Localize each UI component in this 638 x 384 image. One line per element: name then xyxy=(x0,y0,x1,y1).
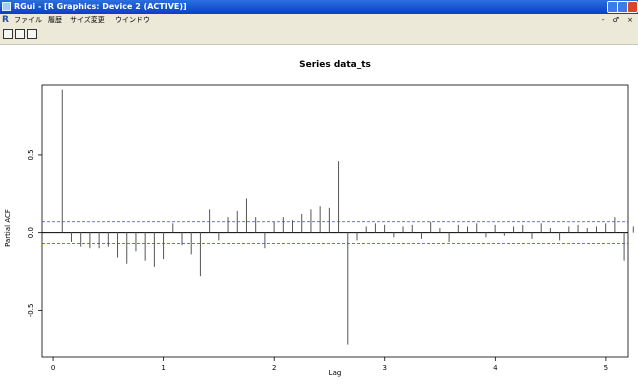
r-app-icon xyxy=(2,2,11,11)
x-tick-label: 0 xyxy=(51,364,55,372)
menu-file[interactable]: ファイル xyxy=(14,16,42,24)
y-axis-label: Partial ACF xyxy=(4,209,12,247)
menu-bar: R ファイル 履歴 サイズ変更 ウインドウ - ♂ × xyxy=(0,14,638,26)
x-tick-label: 3 xyxy=(383,364,387,372)
menu-window[interactable]: ウインドウ xyxy=(115,16,150,24)
pacf-chart: Series data_ts Lag Partial ACF 0 1 2 3 4 5 -0.… xyxy=(4,60,634,377)
x-tick-label: 4 xyxy=(493,364,498,372)
chart-title: Series data_ts xyxy=(299,60,371,70)
x-tick-label: 5 xyxy=(604,364,608,372)
x-axis-label: Lag xyxy=(329,369,342,377)
x-tick-label: 1 xyxy=(161,364,165,372)
r-logo-icon[interactable]: R xyxy=(2,15,9,25)
x-tick-label: 2 xyxy=(272,364,276,372)
y-tick-label: -0.5 xyxy=(27,304,35,318)
mdi-controls[interactable]: - ♂ × xyxy=(601,16,636,24)
menu-history[interactable]: 履歴 xyxy=(48,16,62,24)
y-tick-label: 0.5 xyxy=(27,149,35,160)
toolbar xyxy=(0,26,638,45)
print-icon[interactable] xyxy=(15,29,25,39)
menu-resize[interactable]: サイズ変更 xyxy=(70,16,105,24)
plot-frame xyxy=(41,84,629,358)
copy-bitmap-icon[interactable] xyxy=(27,29,37,39)
window-title: RGui - [R Graphics: Device 2 (ACTIVE)] xyxy=(14,2,187,11)
y-tick-label: 0.0 xyxy=(27,227,35,238)
close-button[interactable] xyxy=(627,1,638,13)
plot-area: Series data_ts Lag Partial ACF 0 1 2 3 4 5 -0.… xyxy=(0,45,638,380)
title-bar[interactable]: RGui - [R Graphics: Device 2 (ACTIVE)] xyxy=(0,0,638,14)
copy-metafile-icon[interactable] xyxy=(3,29,13,39)
